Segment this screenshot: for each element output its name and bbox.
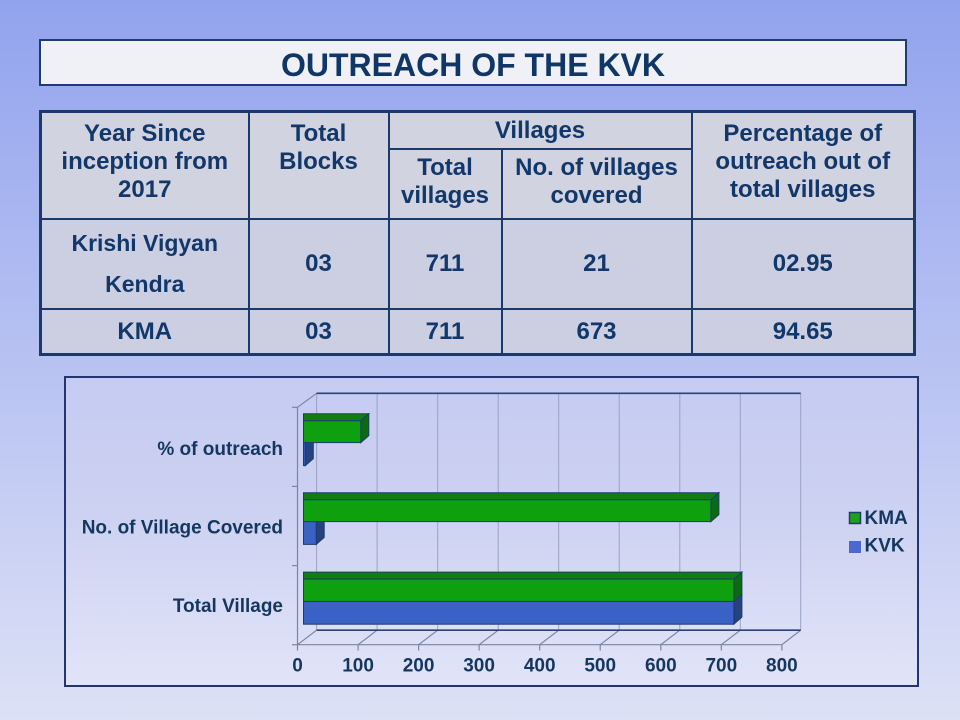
svg-text:No. of Village Covered: No. of Village Covered (82, 518, 283, 539)
svg-text:KVK: KVK (865, 536, 905, 557)
svg-text:0: 0 (292, 656, 303, 677)
svg-text:800: 800 (766, 656, 798, 677)
svg-text:Total Village: Total Village (173, 596, 283, 617)
svg-text:200: 200 (403, 656, 435, 677)
svg-text:100: 100 (342, 656, 374, 677)
svg-text:500: 500 (584, 656, 616, 677)
svg-text:600: 600 (645, 656, 677, 677)
svg-text:KMA: KMA (865, 508, 909, 529)
svg-text:700: 700 (705, 656, 737, 677)
svg-text:400: 400 (524, 656, 556, 677)
svg-text:% of outreach: % of outreach (157, 439, 283, 460)
svg-text:300: 300 (463, 656, 495, 677)
